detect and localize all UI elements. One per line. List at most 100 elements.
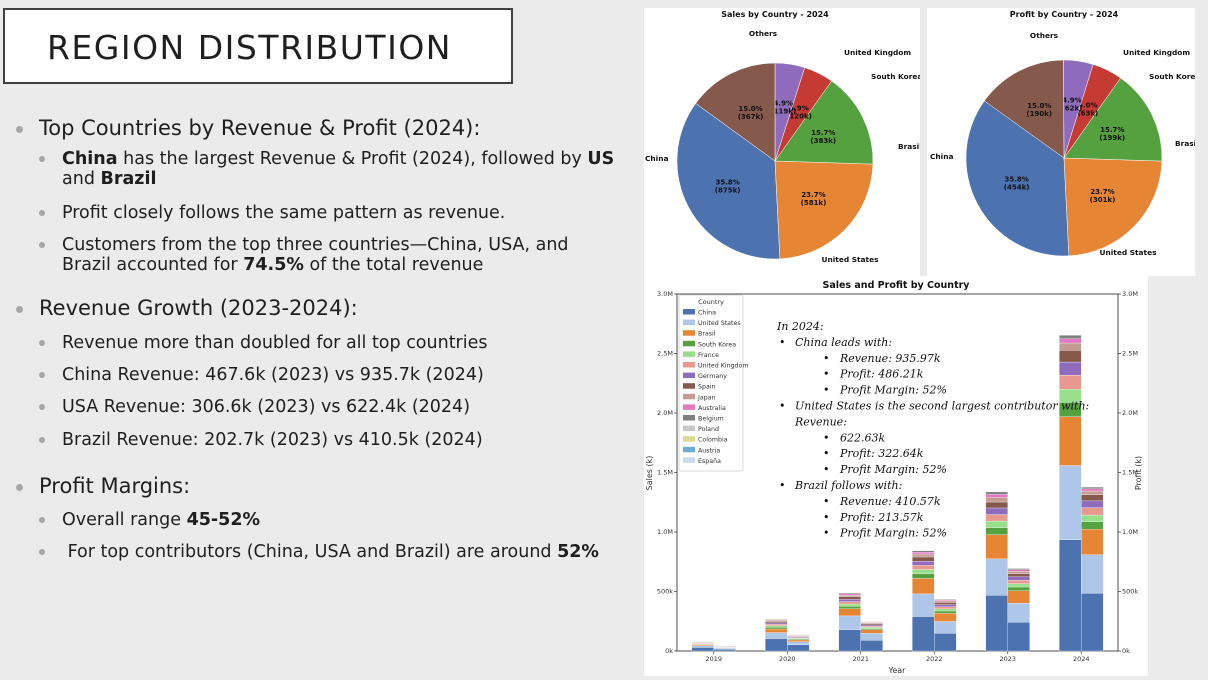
profit-bar-segment <box>1081 494 1104 502</box>
profit-bar-segment <box>934 613 957 622</box>
slice-value-label: (454k) <box>1004 184 1030 192</box>
section-heading: Revenue Growth (2023-2024): <box>39 296 358 320</box>
profit-bar-segment <box>860 621 883 623</box>
sales-bar-segment <box>1059 539 1082 652</box>
profit-bar-segment <box>787 644 810 652</box>
bullet-list: Top Countries by Revenue & Profit (2024)… <box>16 116 614 562</box>
slice-percent-label: 15.0% <box>738 105 762 113</box>
sales-bar-segment <box>765 618 788 620</box>
y2-tick-label: 0k <box>1122 647 1130 655</box>
sub-bullet-dot <box>39 242 45 248</box>
slice-percent-label: 23.7% <box>801 191 825 199</box>
profit-bar-segment <box>1081 554 1104 594</box>
profit-bar-segment <box>1007 603 1030 623</box>
bullet-text: Overall range <box>62 510 187 530</box>
annotation-bullet: • <box>779 400 786 413</box>
sales-bar-segment <box>765 621 788 624</box>
pie-title: Sales by Country - 2024 <box>721 10 829 19</box>
y-tick-label: 2.5M <box>657 350 673 358</box>
sales-bar-segment <box>838 629 861 652</box>
annotation-bullet: • <box>779 479 786 492</box>
pie-slice <box>676 103 781 260</box>
y2-axis-label: Profit (k) <box>1134 456 1143 490</box>
profit-bar-segment <box>1007 583 1030 588</box>
profit-bar-segment <box>934 602 957 605</box>
sales-bar-segment <box>765 620 788 622</box>
bullet-text: Revenue more than doubled for all top co… <box>62 333 488 353</box>
profit-bar-segment <box>860 624 883 627</box>
sales-bar-segment <box>912 616 935 652</box>
bullet-text: and <box>62 169 101 189</box>
profit-bar-segment <box>1081 507 1104 516</box>
profit-bar-segment <box>860 623 883 626</box>
y-axis-label: Sales (k) <box>645 456 654 491</box>
slice-percent-label: 35.8% <box>1004 176 1028 184</box>
profit-bar-segment <box>860 633 883 641</box>
sub-bullet-dot <box>39 404 45 410</box>
y2-tick-label: 2.0M <box>1122 409 1138 417</box>
slice-value-label: (190k) <box>1026 110 1052 118</box>
profit-bar-segment <box>1081 500 1104 508</box>
annotation-bullet: • <box>823 352 830 365</box>
bullet-text: China Revenue: 467.6k (2023) vs 935.7k (… <box>62 365 484 385</box>
x-tick-label: 2019 <box>705 655 722 663</box>
slice-value-label: (581k) <box>801 199 827 207</box>
bullet-text: Customers from the top three countries—C… <box>62 235 569 255</box>
profit-bar-segment <box>934 621 957 634</box>
slice-percent-label: 4.9% <box>774 100 793 108</box>
y-tick-label: 1.0M <box>657 528 673 536</box>
annotation-text: Profit Margin: 52% <box>839 463 947 476</box>
annotation-bullet: • <box>823 431 830 444</box>
sales-bar-segment <box>1059 342 1082 351</box>
sub-bullet-dot <box>39 372 45 378</box>
annotation-text: 622.63k <box>840 431 885 444</box>
profit-bar-segment <box>1007 569 1030 572</box>
profit-bar-segment <box>1007 576 1030 581</box>
bold-text: Brazil <box>100 169 157 189</box>
sub-bullet-text-continued: and Brazil <box>62 169 156 189</box>
legend-swatch <box>683 362 695 368</box>
annotation-bullet: • <box>823 368 830 381</box>
sales-bar-segment <box>912 552 935 555</box>
annotation-text: Profit: 486.21k <box>839 368 924 381</box>
slice-percent-label: 15.0% <box>1027 102 1051 110</box>
sales-bar-segment <box>912 573 935 579</box>
legend-label: France <box>698 352 719 359</box>
profit-bar-segment <box>787 639 810 642</box>
sales-bar-segment <box>985 558 1008 596</box>
slice-country-label: Others <box>1030 31 1059 40</box>
slice-country-label: United States <box>822 255 880 264</box>
bullet-text: Brazil accounted for <box>62 255 244 275</box>
pie-slice <box>1063 157 1163 257</box>
section-heading: Top Countries by Revenue & Profit (2024)… <box>39 116 481 140</box>
legend-swatch <box>683 330 695 336</box>
slice-percent-label: 15.7% <box>1100 126 1124 134</box>
profit-pie-panel: Profit by Country - 2024 35.8% (454k) China… <box>927 8 1200 276</box>
annotation-text: In 2024: <box>776 320 824 333</box>
bold-text: 52% <box>557 542 599 562</box>
sales-bar-segment <box>985 527 1008 535</box>
sub-bullet-text: China has the largest Revenue & Profit (… <box>62 149 614 169</box>
y-tick-label: 3.0M <box>657 290 673 298</box>
sub-bullet-text: Overall range 45-52% <box>62 510 260 530</box>
chart-title: Sales and Profit by Country <box>822 280 970 291</box>
slice-percent-label: 23.7% <box>1090 188 1114 196</box>
sales-bar-segment <box>985 497 1008 503</box>
y2-tick-label: 1.5M <box>1122 469 1138 477</box>
sales-bar-segment <box>1059 349 1082 363</box>
profit-bar-segment <box>1081 514 1104 522</box>
legend-label: China <box>698 310 716 317</box>
legend-label: Austria <box>698 447 720 454</box>
slice-value-label: (63k) <box>1077 110 1098 118</box>
slice-percent-label: 4.9% <box>1062 97 1081 105</box>
sub-bullet-text: For top contributors (China, USA and Bra… <box>62 542 599 562</box>
bullet-text: Brazil Revenue: 202.7k (2023) vs 410.5k … <box>62 430 483 450</box>
y2-tick-label: 2.5M <box>1122 350 1138 358</box>
sub-bullet-text: USA Revenue: 306.6k (2023) vs 622.4k (20… <box>62 397 470 417</box>
y2-tick-label: 500k <box>1122 588 1138 596</box>
annotation-bullet: • <box>823 511 830 524</box>
x-tick-label: 2023 <box>999 655 1016 663</box>
slice-percent-label: 5.0% <box>1078 102 1097 110</box>
profit-bar-segment <box>1007 571 1030 574</box>
sales-bar-segment <box>838 599 861 602</box>
